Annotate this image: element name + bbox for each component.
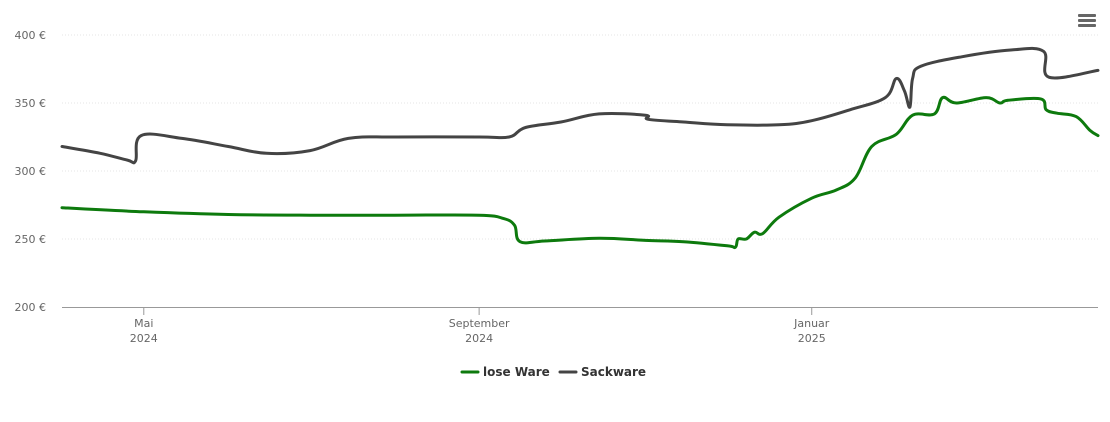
hamburger-menu-icon[interactable] [1076,12,1098,32]
y-axis-labels: 200 € 250 € 300 € 350 € 400 € [15,29,47,314]
x-tick-label-year: 2024 [130,332,158,345]
series-lines [60,46,1100,250]
y-tick-label: 400 € [15,29,47,42]
y-tick-label: 350 € [15,97,47,110]
x-tick-label-year: 2024 [465,332,493,345]
x-tick-label-year: 2025 [798,332,826,345]
y-tick-label: 200 € [15,301,47,314]
legend-item-sackware[interactable]: Sackware [558,365,646,379]
series-line-lose-ware[interactable] [60,95,1100,250]
legend-item-lose-ware[interactable]: lose Ware [460,365,550,379]
legend: lose Ware Sackware [460,365,646,379]
legend-label-lose-ware: lose Ware [483,365,550,379]
x-tick-label-month: September [449,317,510,330]
series-line-sackware[interactable] [60,46,1100,165]
y-tick-label: 250 € [15,233,47,246]
x-tick-label-month: Mai [134,317,153,330]
grid-lines [62,34,1098,240]
menu-bar [1078,19,1096,22]
x-axis-labels: Mai 2024 September 2024 Januar 2025 [130,307,830,345]
menu-bar [1078,14,1096,17]
x-tick-label-month: Januar [793,317,830,330]
legend-label-sackware: Sackware [581,365,646,379]
y-tick-label: 300 € [15,165,47,178]
menu-bar [1078,24,1096,27]
